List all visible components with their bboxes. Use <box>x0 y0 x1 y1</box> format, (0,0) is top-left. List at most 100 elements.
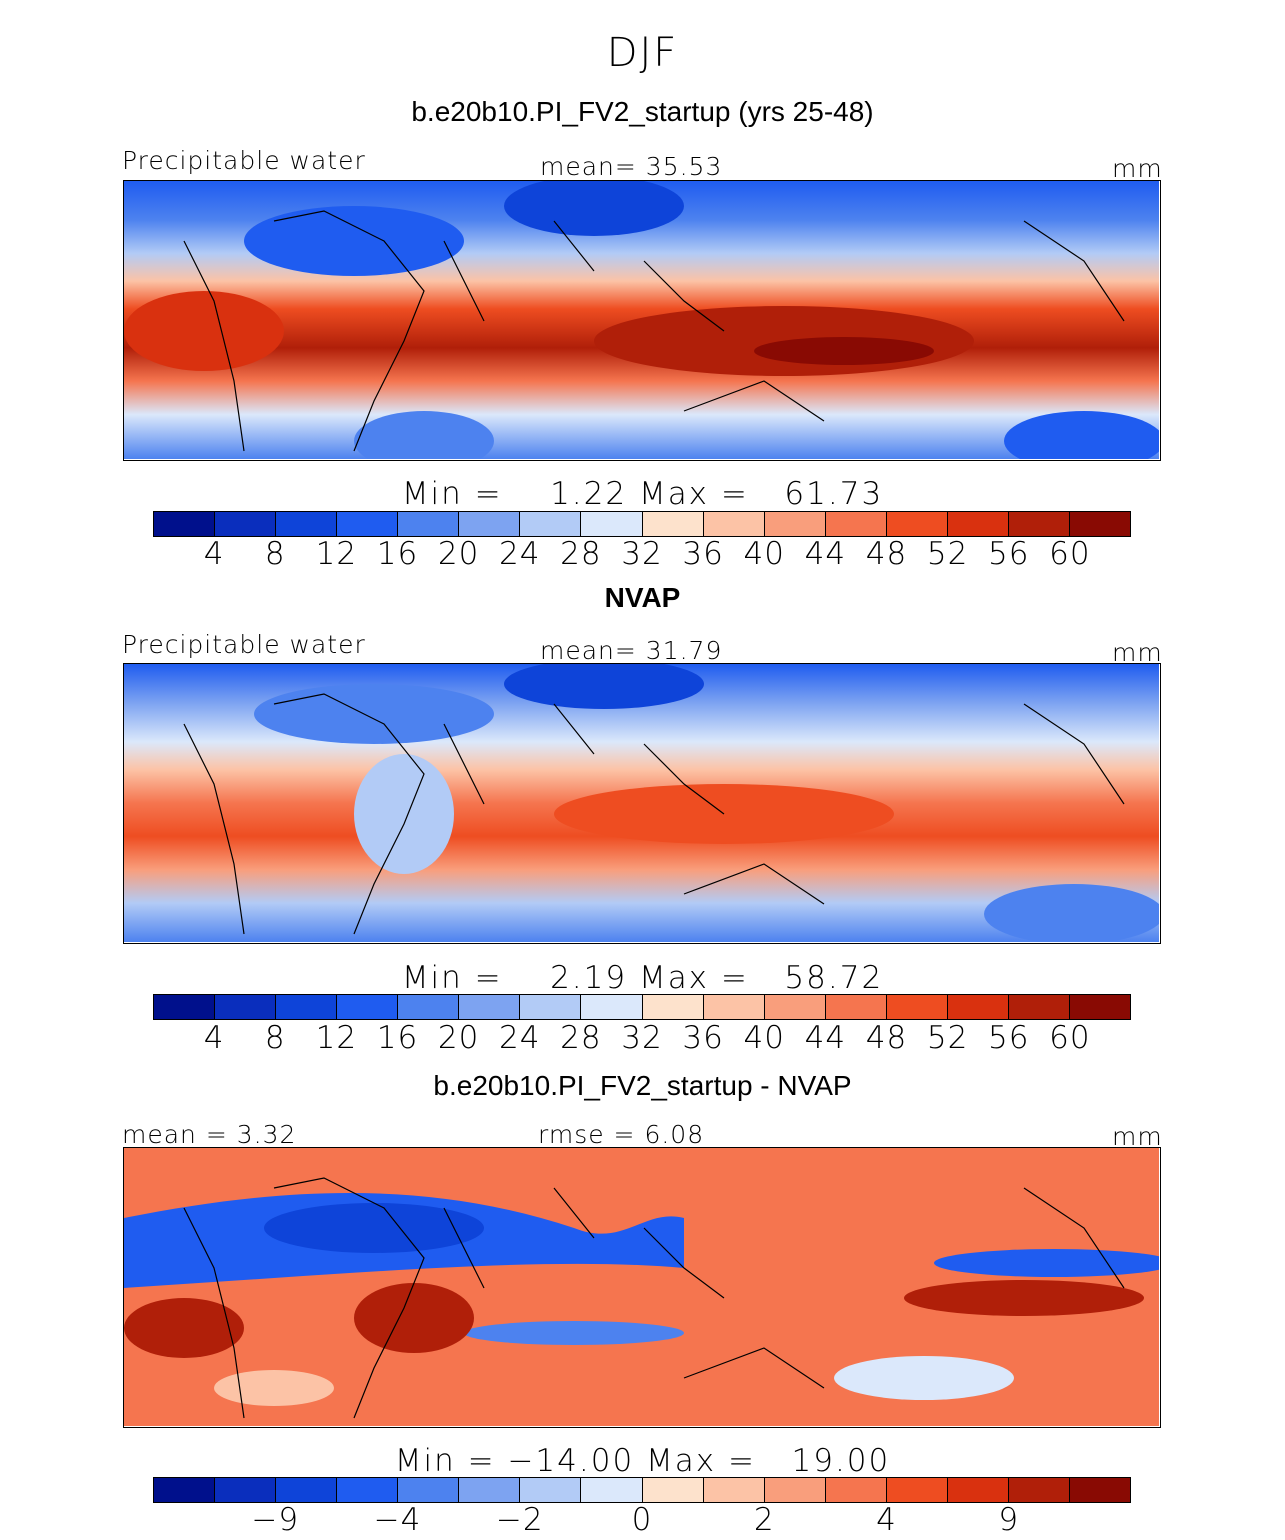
panel-2-colorbar-swatch <box>825 995 887 1019</box>
panel-1-colorbar-tick-label: 48 <box>865 536 908 572</box>
panel-2-colorbar-tick-label: 52 <box>926 1020 969 1056</box>
panel-3-colorbar-swatch <box>215 1478 277 1502</box>
panel-2-colorbar-tick-label: 20 <box>437 1020 480 1056</box>
panel-2-colorbar-tick-label: 4 <box>203 1020 225 1056</box>
panel-2-colorbar-swatch <box>1008 995 1070 1019</box>
panel-1-colorbar-tick-label: 52 <box>926 536 969 572</box>
panel-2-colorbar-swatch <box>581 995 643 1019</box>
panel-1-coastlines <box>183 210 1125 452</box>
panel-1-colorbar-tick-label: 8 <box>264 536 286 572</box>
panel-3-colorbar-tick-label: 0 <box>631 1502 653 1538</box>
panel-3-colorbar-swatch <box>1008 1478 1070 1502</box>
panel-2-variable-label: Precipitable water <box>122 630 366 659</box>
panel-2-title: NVAP <box>604 582 681 613</box>
panel-1-units-label: mm <box>1112 154 1163 183</box>
panel-2-colorbar-swatch <box>154 995 216 1019</box>
panel-3-blob <box>124 1298 244 1358</box>
panel-2-colorbar-swatch <box>703 995 765 1019</box>
panel-2-colorbar-swatch <box>337 995 399 1019</box>
panel-1-title: b.e20b10.PI_FV2_startup (yrs 25-48) <box>411 96 874 127</box>
panel-2-colorbar-tick-label: 48 <box>865 1020 908 1056</box>
panel-2-colorbar-swatch <box>642 995 704 1019</box>
panel-2-blob <box>984 884 1159 942</box>
panel-3-colorbar-tick-label: −9 <box>251 1502 300 1538</box>
panel-1-colorbar-tick-label: 24 <box>499 536 541 572</box>
panel-2-mean-label: mean= 31.79 <box>540 636 723 665</box>
panel-3-colorbar-swatch <box>337 1478 399 1502</box>
panel-1-colorbar-tick-label: 36 <box>682 536 724 572</box>
panel-3-rmse-label: rmse = 6.08 <box>538 1120 705 1149</box>
panel-3-colorbar-swatch <box>459 1478 521 1502</box>
panel-1-colorbar-swatch <box>703 512 765 536</box>
panel-3-units-label: mm <box>1112 1122 1163 1151</box>
panel-2-coastlines <box>183 693 1125 935</box>
panel-3-colorbar-swatch <box>947 1478 1009 1502</box>
figure-title: DJF <box>606 30 679 76</box>
panel-2-colorbar <box>153 994 1131 1020</box>
panel-3-colorbar-swatch <box>154 1478 216 1502</box>
panel-1-colorbar-tick-label: 4 <box>203 536 225 572</box>
panel-1-blob <box>244 206 464 276</box>
panel-3-colorbar-tick-label: 9 <box>998 1502 1020 1538</box>
panel-1-colorbar-tick-label: 28 <box>560 536 602 572</box>
panel-3-colorbar-swatch <box>398 1478 460 1502</box>
panel-3-blob <box>264 1203 484 1253</box>
panel-1-colorbar-swatch <box>337 512 399 536</box>
panel-3-mean-label: mean = 3.32 <box>122 1120 297 1149</box>
panel-2-colorbar-tick-label: 8 <box>264 1020 286 1056</box>
panel-3-colorbar-swatch <box>703 1478 765 1502</box>
panel-1-blob <box>124 291 284 371</box>
panel-1-colorbar <box>153 511 1131 537</box>
panel-2-colorbar-swatch <box>947 995 1009 1019</box>
panel-1-colorbar-swatch <box>1069 512 1130 536</box>
panel-1-colorbar-swatch <box>276 512 338 536</box>
panel-1-colorbar-tick-label: 32 <box>621 536 663 572</box>
panel-1-colorbar-swatch <box>398 512 460 536</box>
panel-3-map-svg <box>124 1148 1159 1426</box>
panel-2-colorbar-tick-label: 60 <box>1049 1020 1091 1056</box>
panel-1-colorbar-swatch <box>1008 512 1070 536</box>
panel-3-colorbar <box>153 1477 1131 1503</box>
panel-1-colorbar-swatch <box>215 512 277 536</box>
panel-2-colorbar-swatch <box>764 995 826 1019</box>
panel-2-colorbar-tick-label: 40 <box>743 1020 785 1056</box>
panel-3-colorbar-tick-label: 2 <box>753 1502 775 1538</box>
panel-1-colorbar-swatch <box>764 512 826 536</box>
panel-2-colorbar-swatch <box>459 995 521 1019</box>
panel-2-colorbar-swatch <box>398 995 460 1019</box>
panel-2-colorbar-tick-label: 36 <box>682 1020 724 1056</box>
panel-2-map-svg <box>124 664 1159 942</box>
panel-3-colorbar-swatch <box>825 1478 887 1502</box>
panel-2-map <box>123 663 1161 944</box>
panel-3-colorbar-tick-label: −4 <box>373 1502 422 1538</box>
panel-1-colorbar-swatch <box>581 512 643 536</box>
panel-2-colorbar-swatch <box>215 995 277 1019</box>
panel-2-colorbar-tick-label: 56 <box>988 1020 1030 1056</box>
panel-1-variable-label: Precipitable water <box>122 146 366 175</box>
panel-1-colorbar-tick-label: 40 <box>743 536 785 572</box>
panel-3-blob <box>214 1370 334 1406</box>
panel-2-minmax: Min = 2.19 Max = 58.72 <box>401 960 884 996</box>
panel-2-colorbar-tick-label: 24 <box>499 1020 541 1056</box>
panel-2-colorbar-tick-label: 44 <box>804 1020 847 1056</box>
panel-3-blob <box>834 1356 1014 1400</box>
panel-2-colorbar-tick-label: 16 <box>376 1020 419 1056</box>
panel-3-colorbar-tick-label: 4 <box>876 1502 897 1538</box>
panel-3-minmax: Min = −14.00 Max = 19.00 <box>394 1443 891 1479</box>
panel-3-coastlines <box>183 1177 1125 1419</box>
panel-1-colorbar-tick-label: 44 <box>804 536 847 572</box>
panel-1-blob <box>354 411 494 459</box>
panel-2-colorbar-swatch <box>886 995 948 1019</box>
panel-3-map <box>123 1147 1161 1428</box>
panel-1-colorbar-tick-label: 60 <box>1049 536 1091 572</box>
panel-3-colorbar-swatch <box>276 1478 338 1502</box>
panel-2-blob <box>254 684 494 744</box>
panel-1-mean-label: mean= 35.53 <box>540 152 723 181</box>
panel-1-colorbar-swatch <box>886 512 948 536</box>
panel-2-colorbar-swatch <box>276 995 338 1019</box>
panel-3-colorbar-swatch <box>520 1478 582 1502</box>
panel-1-colorbar-swatch <box>459 512 521 536</box>
panel-1-map-svg <box>124 181 1159 459</box>
panel-3-colorbar-swatch <box>1069 1478 1130 1502</box>
panel-2-colorbar-swatch <box>1069 995 1130 1019</box>
